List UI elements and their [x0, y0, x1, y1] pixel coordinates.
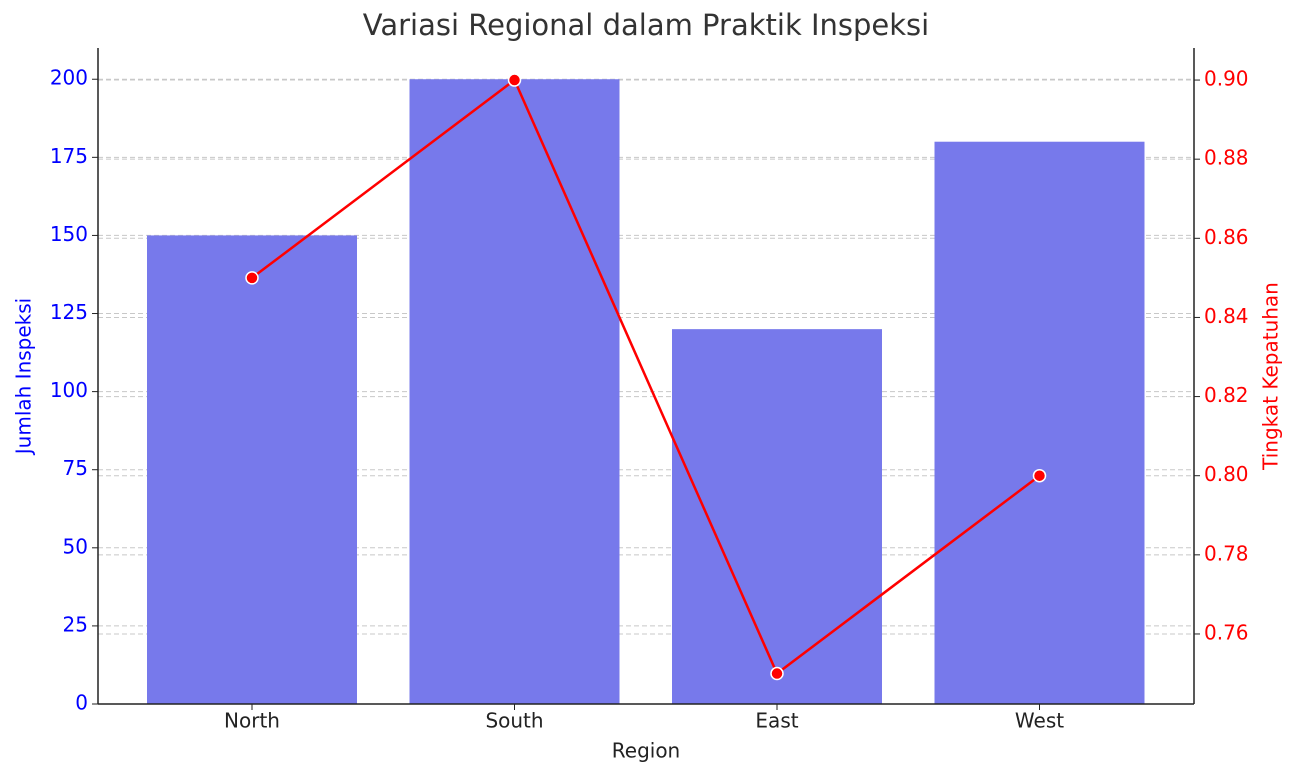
x-axis-label: Region	[612, 739, 680, 763]
bar	[147, 235, 357, 704]
x-tick-label: West	[1015, 709, 1064, 733]
y2-tick-label: 0.78	[1204, 541, 1249, 565]
y2-axis-label: Tingkat Kepatuhan	[1259, 282, 1283, 471]
y-axis-label: Jumlah Inspeksi	[12, 298, 36, 456]
y2-tick-label: 0.80	[1204, 462, 1249, 486]
y2-tick-label: 0.82	[1204, 383, 1249, 407]
y-tick-label: 50	[63, 534, 88, 558]
marker	[1032, 468, 1047, 483]
y-tick-label: 125	[50, 300, 88, 324]
y-tick-label: 0	[75, 691, 88, 715]
y-tick-label: 100	[50, 378, 88, 402]
bar	[934, 141, 1145, 704]
y2-tick-label: 0.84	[1204, 304, 1249, 328]
marker	[770, 666, 784, 681]
marker	[507, 73, 522, 87]
line	[251, 78, 1041, 676]
y-tick-label: 25	[63, 612, 88, 636]
y2-tick-label: 0.88	[1204, 146, 1249, 170]
x-tick-label: South	[485, 709, 543, 733]
x-tick-label: North	[224, 709, 280, 733]
y2-tick-label: 0.76	[1204, 620, 1249, 644]
y-tick-label: 175	[50, 144, 88, 168]
bar	[409, 79, 620, 704]
y2-tick-label: 0.90	[1204, 67, 1249, 91]
y2-tick-label: 0.86	[1204, 225, 1249, 249]
x-tick-label: East	[755, 709, 798, 733]
chart-title: Variasi Regional dalam Praktik Inspeksi	[363, 8, 929, 42]
y-tick-label: 75	[63, 456, 88, 480]
marker	[245, 271, 259, 285]
bar	[672, 329, 882, 704]
y-tick-label: 200	[50, 66, 88, 90]
y-tick-label: 150	[50, 222, 88, 246]
